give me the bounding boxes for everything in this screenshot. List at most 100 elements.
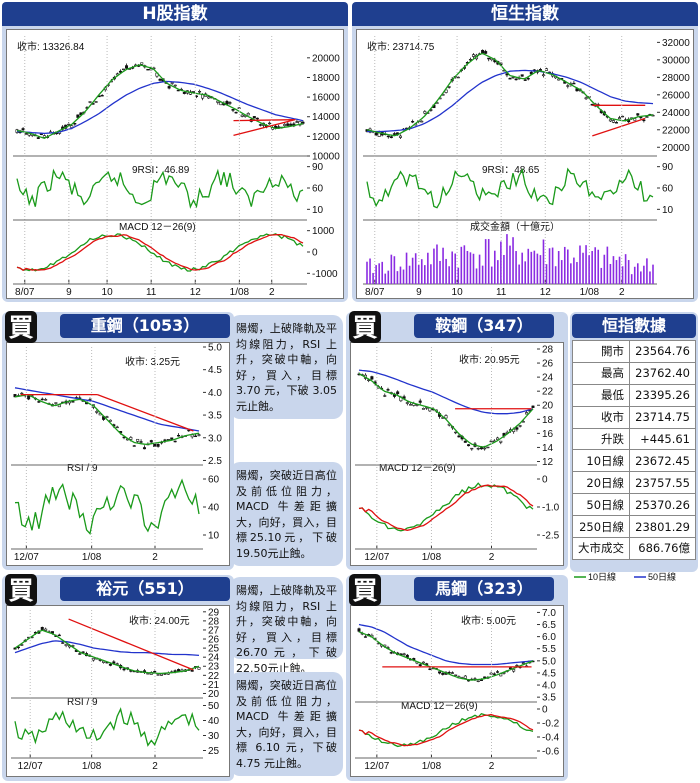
candle-body <box>428 668 432 670</box>
y-tick-label: 23 <box>208 662 220 673</box>
volume-bar <box>570 263 572 284</box>
x-tick-label: 2 <box>489 761 495 772</box>
stats-key: 最低 <box>571 383 631 407</box>
candle-body <box>20 392 24 395</box>
y-tick-label: 16000 <box>312 93 340 104</box>
stats-row: 開市 23564.76 <box>571 340 696 363</box>
volume-bar <box>478 254 481 284</box>
volume-bar <box>466 250 469 284</box>
x-tick-label: 9 <box>416 287 422 298</box>
candle-body <box>295 121 299 123</box>
stock1053-panel: 重鋼（1053） 收市: 3.25元 RSI / 9 5.0 4.5 4.0 3.5 3… <box>2 312 234 570</box>
volume-bar <box>454 253 457 284</box>
volume-bar <box>579 245 581 284</box>
candle-body <box>386 389 390 391</box>
y-tick-label: 10000 <box>312 152 340 163</box>
stats-row: 10日線 23672.45 <box>571 449 696 473</box>
candle-body <box>24 133 28 135</box>
volume-bar <box>606 246 609 284</box>
y-tick-label: 26 <box>542 359 554 370</box>
candle-body <box>489 440 493 443</box>
candle-body <box>479 679 483 681</box>
x-tick-label: 2 <box>619 287 625 298</box>
volume-bar <box>384 273 387 284</box>
volume-bar <box>433 248 435 284</box>
stats-row: 250日線 23801.29 <box>571 515 696 539</box>
candle-body <box>122 668 126 671</box>
x-tick-label: 12 <box>540 287 552 298</box>
volume-bar <box>451 251 453 284</box>
y-tick-label: 18000 <box>312 73 340 84</box>
buy-badge-icon: 買 <box>5 311 37 343</box>
candle-body <box>450 672 454 674</box>
candle-body <box>240 114 244 117</box>
candle-body <box>515 427 519 430</box>
trend-line <box>233 119 296 122</box>
ma50-line <box>14 387 200 432</box>
candle-body <box>71 401 75 403</box>
candle-body <box>389 136 393 139</box>
y-tick-label: 0 <box>542 705 548 716</box>
legend-ma10: 10日線 <box>588 571 616 582</box>
candle-body <box>129 437 133 440</box>
ma50-line <box>358 623 534 666</box>
candle-body <box>398 135 402 138</box>
y-tick-label: 0 <box>312 248 318 259</box>
y-tick-label: -1.0 <box>542 503 560 514</box>
stats-key: 最高 <box>571 361 631 385</box>
candle-body <box>289 123 293 126</box>
volume-bar <box>627 260 630 284</box>
svg-text:買: 買 <box>352 313 377 342</box>
y-tick-label: 4.5 <box>542 668 556 679</box>
stats-value: 23714.75 <box>629 405 696 429</box>
hsi-turnover-label: 成交金額（十億元） <box>470 220 560 233</box>
y-tick-label: 26000 <box>662 90 690 101</box>
ma10-line <box>14 394 200 445</box>
stock347-macd-label: MACD 12－26(9) <box>379 463 456 474</box>
rsi-line <box>14 478 200 535</box>
volume-bar <box>518 264 520 284</box>
stats-row: 50日線 25370.26 <box>571 493 696 517</box>
x-tick-label: 1/08 <box>422 552 442 563</box>
volume-bar <box>621 266 624 284</box>
stock1053-chart: 收市: 3.25元 RSI / 9 5.0 4.5 4.0 3.5 3.0 2.5 12/0… <box>6 342 230 566</box>
stats-row: 大市成交 686.76億 <box>571 537 696 560</box>
macd-line <box>16 233 304 272</box>
stats-value: +445.61 <box>629 427 696 451</box>
candle-body <box>614 122 618 124</box>
candle-body <box>108 419 112 422</box>
stats-value: 23564.76 <box>629 340 696 363</box>
candle-body <box>100 95 104 97</box>
candle-body <box>40 627 44 630</box>
volume-bar <box>643 265 645 284</box>
candle-body <box>298 121 302 126</box>
candle-body <box>541 74 545 77</box>
y-tick-label: 0 <box>542 475 548 486</box>
stock323-chart: 收市: 5.00元 MACD 12－26(9) 7.0 6.5 6.0 5.5 5.0 4… <box>350 605 564 777</box>
volume-bar <box>366 261 368 284</box>
candle-body <box>198 90 202 93</box>
candle-body <box>447 672 451 674</box>
candle-body <box>481 49 485 54</box>
volume-bar <box>554 266 557 284</box>
volume-bar <box>536 253 539 284</box>
candle-body <box>191 91 195 93</box>
candle-body <box>64 644 68 646</box>
candle-body <box>584 97 588 100</box>
candle-body <box>167 86 171 89</box>
volume-bar <box>372 272 374 284</box>
candle-body <box>529 71 533 75</box>
volume-bar <box>524 261 527 284</box>
y-tick-label: -0.6 <box>542 747 560 758</box>
x-tick-label: 8/07 <box>365 287 385 298</box>
y-tick-label: -2.5 <box>542 531 560 542</box>
candle-body <box>112 661 116 664</box>
candle-body <box>636 113 640 116</box>
ma50-line <box>367 69 654 133</box>
candle-body <box>483 447 487 450</box>
candle-body <box>402 653 406 656</box>
candle-body <box>194 435 198 438</box>
candle-body <box>95 411 99 413</box>
y-tick-label: 4.0 <box>208 388 222 399</box>
candle-body <box>463 440 467 443</box>
